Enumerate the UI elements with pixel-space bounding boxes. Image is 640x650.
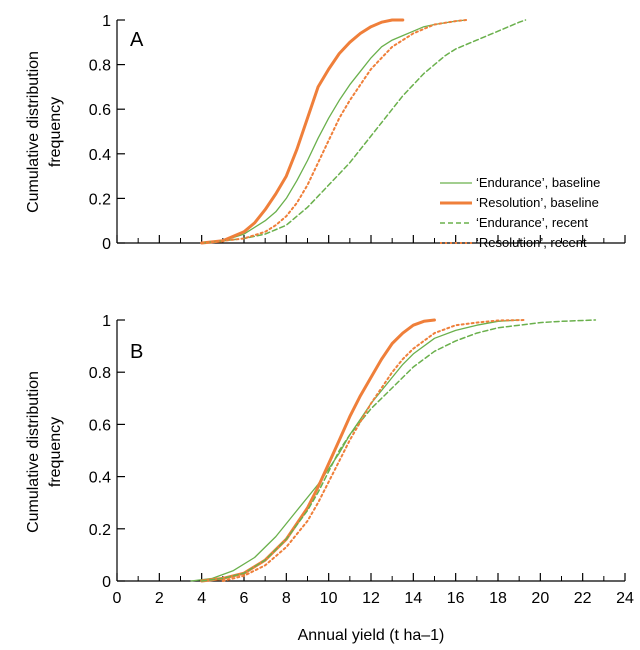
x-tick-label: 12	[362, 590, 380, 607]
panel-a-y-ticks: 0 0.2 0.4 0.6 0.8 1	[89, 13, 125, 253]
x-tick-label: 16	[447, 590, 465, 607]
panel-a-y-title-line1: Cumulative distribution	[25, 51, 42, 213]
panel-b-x-ticks: 0 2 4 6 8 10 12 14 16 18 20 22 24	[113, 573, 634, 607]
panel-a-y-tick-label: 0.6	[89, 102, 111, 119]
panel-a-series-3	[200, 19, 468, 244]
x-axis-title: Annual yield (t ha–1)	[298, 627, 445, 644]
panel-a-y-tick-label: 0.4	[89, 147, 111, 164]
legend-label: ‘Endurance’, recent	[476, 215, 588, 230]
panel-b-y-ticks: 0 0.2 0.4 0.6 0.8 1	[89, 313, 125, 591]
x-tick-label: 24	[616, 590, 634, 607]
panel-a-y-tick-label: 0.2	[89, 191, 111, 208]
legend-label: ‘Endurance’, baseline	[476, 175, 600, 190]
x-tick-label: 20	[531, 590, 549, 607]
x-tick-label: 4	[197, 590, 206, 607]
panel-a-series-0	[201, 19, 467, 244]
panel-b-y-tick-label: 0.4	[89, 470, 111, 487]
panel-b-y-tick-label: 0	[102, 574, 111, 591]
x-tick-label: 8	[282, 590, 291, 607]
panel-b-y-tick-label: 0.6	[89, 417, 111, 434]
panel-a-label: A	[130, 29, 144, 51]
panel-a-series-2	[200, 19, 527, 244]
panel-b-y-title-line2: frequency	[47, 417, 64, 487]
legend-label: ‘Resolution’, baseline	[476, 195, 599, 210]
x-tick-label: 22	[574, 590, 592, 607]
panel-b-series-2	[200, 319, 597, 582]
panel-a-y-tick-label: 0	[102, 236, 111, 253]
panel-b-y-tick-label: 1	[102, 313, 111, 330]
x-tick-label: 10	[320, 590, 338, 607]
panel-a-y-tick-label: 0.8	[89, 58, 111, 75]
panel-b-label: B	[130, 341, 143, 363]
legend: ‘Endurance’, baseline ‘Resolution’, basel…	[440, 175, 600, 250]
panel-b-series-0	[190, 319, 520, 582]
panel-b-y-title-line1: Cumulative distribution	[25, 371, 42, 533]
panel-a: 0 0.2 0.4 0.6 0.8 1 A Cumulative distribution…	[25, 13, 626, 253]
panel-b-series-3	[221, 319, 527, 582]
panel-a-y-title-line2: frequency	[47, 97, 64, 167]
panel-b-series-1	[200, 318, 436, 583]
panel-a-y-tick-label: 1	[102, 13, 111, 30]
legend-label: ‘Resolution’, recent	[476, 235, 587, 250]
panel-b-y-tick-label: 0.8	[89, 365, 111, 382]
panel-a-series-1	[200, 18, 405, 245]
x-tick-label: 6	[240, 590, 249, 607]
x-tick-label: 0	[113, 590, 122, 607]
panel-b-series	[190, 318, 597, 583]
x-tick-label: 18	[489, 590, 507, 607]
panel-b: 00.20.40.60.81 0 2 4 6 8 10 12 14 16 18 20 22 24 B C…	[25, 313, 634, 607]
x-tick-label: 2	[155, 590, 164, 607]
panel-b-y-tick-label: 0.2	[89, 522, 111, 539]
x-tick-label: 14	[404, 590, 422, 607]
panel-a-series	[200, 18, 527, 245]
